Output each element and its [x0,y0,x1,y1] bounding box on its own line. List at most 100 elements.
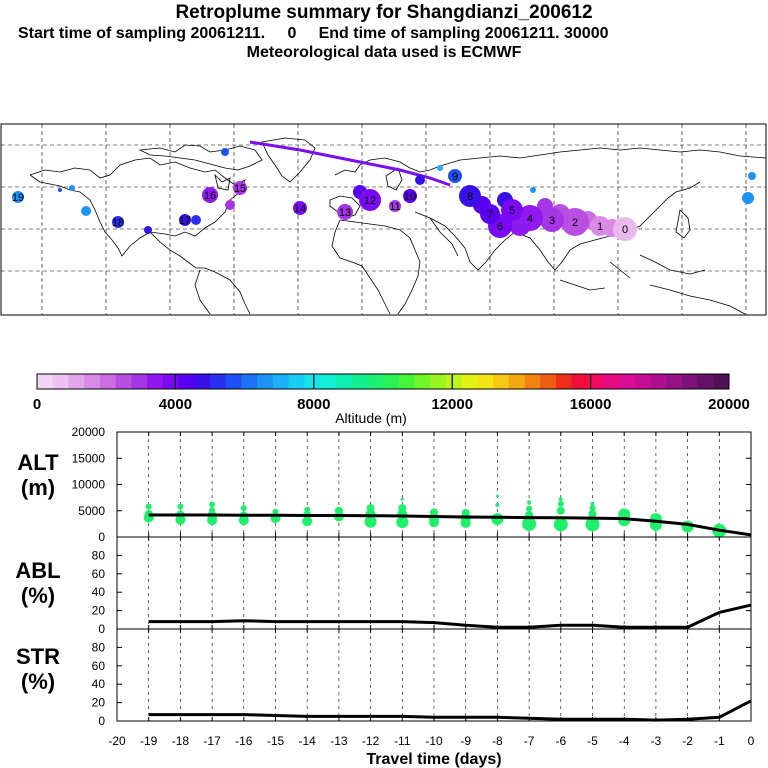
trajectory-cluster-label: 11 [389,201,400,213]
met-data-line: Meteorological data used is ECMWF [246,44,522,61]
colorbar-cell [477,374,494,389]
altitude-scatter-point [209,501,216,508]
map-graticule [1,124,766,315]
panel-xtick-label: -16 [235,734,253,748]
panel-xtick-label: -10 [425,734,443,748]
colorbar-label: Altitude (m) [335,410,407,426]
time-series-panels: 05000100001500020000ALT(m)020406080ABL(%… [15,425,754,768]
panel-ytick-label: 60 [92,567,106,581]
trajectory-cluster-label: 12 [364,195,376,207]
colorbar-tick-label: 0 [33,396,41,413]
colorbar-cell [430,374,447,389]
panel-ytick-label: 0 [98,530,105,544]
sampling-time-line: Start time of sampling 20061211. 0 End t… [18,25,609,42]
colorbar-cell [603,374,620,389]
colorbar-cell [587,374,604,389]
trajectory-cluster-label: 15 [234,183,246,195]
trajectory-blob [58,188,62,192]
trajectory-blob [742,192,754,204]
trajectory-cluster-circle [613,217,637,241]
colorbar-cell [320,374,337,389]
panel-label-unit: (%) [21,583,55,608]
colorbar-cell [445,374,463,389]
panel-ytick-label: 40 [92,585,106,599]
trajectory-blob [69,185,75,191]
altitude-scatter-point [588,509,597,518]
altitude-scatter-point [400,497,404,501]
trajectory-cluster-label: 6 [497,221,503,233]
colorbar-cell [147,374,164,389]
altitude-scatter-point [553,517,568,532]
trajectory-blob [530,187,536,193]
trajectory-blob [221,148,229,156]
colorbar-cell [508,374,525,389]
colorbar-tick-label: 4000 [159,396,192,413]
panel-xtick-label: -20 [108,734,126,748]
trajectory-cluster-circle [389,200,401,212]
trajectory-cluster-label: 13 [339,207,351,219]
panel-series-line [148,603,752,629]
colorbar-cell [556,374,573,389]
altitude-scatter-point [272,508,279,515]
colorbar-cell [571,374,588,389]
colorbar-cell [713,374,730,389]
panel-xtick-label: -14 [299,734,317,748]
panel-ytick-label: 20 [92,604,106,618]
altitude-scatter-point [491,513,504,526]
panel-xtick-label: -4 [619,734,630,748]
colorbar-cell [194,374,211,389]
trajectory-cluster-circle [480,204,500,224]
altitude-scatter-point [364,515,377,528]
altitude-scatter-point [558,497,563,502]
colorbar-cell [398,374,415,389]
colorbar-ticks: 0 4000 8000 12000 16000 20000 [33,374,750,413]
altitude-scatter-point [238,515,249,526]
colorbar-tick-label: 20000 [708,396,750,413]
panel-xtick-label: -5 [587,734,598,748]
altitude-scatter-point [302,516,313,527]
colorbar-tick-label: 16000 [570,396,612,413]
colorbar-cell [178,374,195,389]
panel-label: ALT [17,450,59,475]
trajectory-path [249,140,451,187]
altitude-scatter-point [429,517,439,528]
colorbar-cell [115,374,132,389]
trajectory-cluster-label: 7 [487,209,493,221]
panel-ytick-label: 80 [92,640,106,654]
altitude-scatter-point [527,500,532,505]
altitude-scatter-point [522,516,537,531]
panel-xtick-label: -15 [267,734,285,748]
panel-xtick-label: -9 [460,734,471,748]
trajectory-cluster-circle [202,187,218,203]
colorbar-cell [524,374,541,389]
panel-label-unit: (%) [21,669,55,694]
panel-xtick-label: -13 [330,734,348,748]
altitude-scatter-point [556,506,565,515]
panel-abl: 0 20 40 60 80 ABL(%) [15,536,752,636]
trajectory-cluster-circle [459,185,481,207]
trajectory-blob [415,175,425,185]
trajectory-cluster-circle [448,169,462,183]
panel-ytick-label: 40 [92,677,106,691]
panel-xtick-label: -17 [203,734,221,748]
trajectory-cluster-circle [561,208,589,236]
trajectory-cluster-circle [179,214,191,226]
trajectory-cluster-label: 10 [404,191,416,203]
colorbar-cell [540,374,557,389]
altitude-scatter-point [396,516,409,529]
colorbar-cell [84,374,101,389]
trajectory-blob [437,165,443,171]
colorbar-cell [225,374,242,389]
colorbar-cell [493,374,510,389]
panel-xtick-label: -1 [714,734,725,748]
panel-ytick-label: 60 [92,659,106,673]
panel-ytick-label: 5000 [78,504,105,518]
colorbar-cell [461,374,478,389]
trajectory-blob [225,200,235,210]
altitude-scatter-point [177,503,184,510]
altitude-scatter-point [240,505,247,512]
colorbar-cell [99,374,117,389]
